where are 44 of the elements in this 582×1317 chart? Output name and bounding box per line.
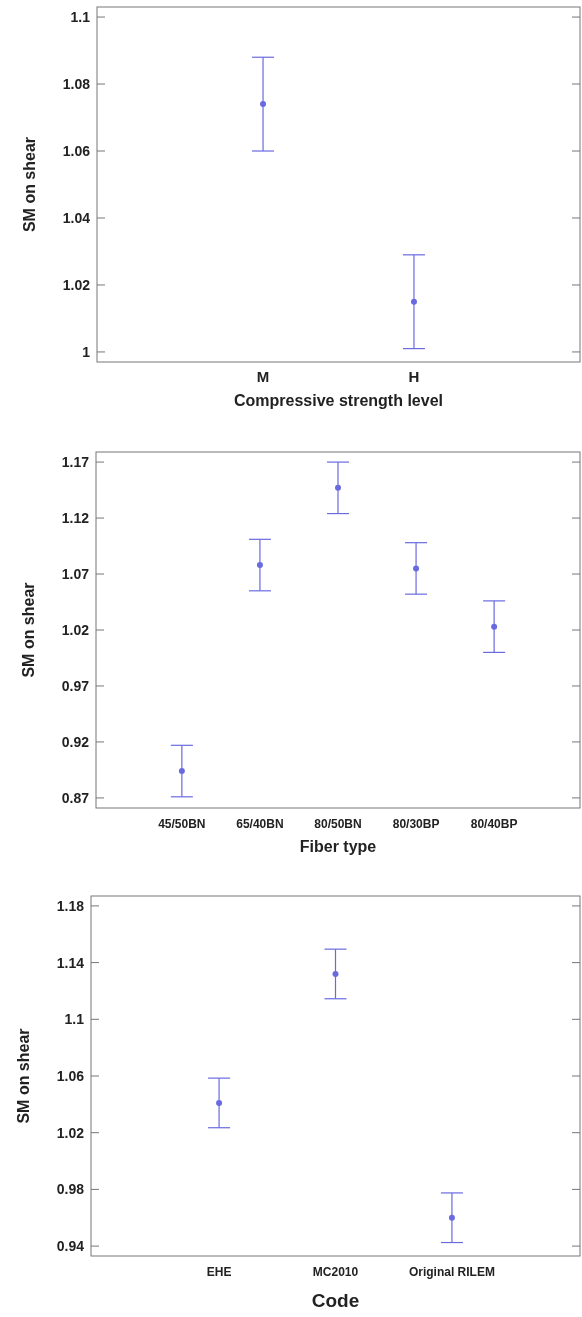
- point: [216, 1099, 223, 1106]
- x-tick-label: 80/30BP: [392, 817, 440, 831]
- y-tick-label: 1.02: [61, 621, 90, 638]
- point: [448, 1214, 455, 1221]
- point: [256, 562, 263, 569]
- x-tick-label: 80/40BP: [470, 817, 518, 831]
- y-tick-label: 0.87: [61, 789, 90, 806]
- y-tick-label: 1.1: [64, 1011, 85, 1028]
- point: [413, 565, 420, 572]
- x-axis-title: Compressive strength level: [234, 392, 443, 409]
- y-tick-label: 1.07: [61, 565, 90, 582]
- x-tick-label: EHE: [206, 1265, 232, 1279]
- point: [335, 484, 341, 491]
- y-tick-label: 1.1: [70, 8, 91, 25]
- y-tick-label: 1.18: [56, 897, 85, 914]
- y-tick-label: 1.14: [56, 954, 85, 971]
- x-axis-title: Fiber type: [299, 838, 377, 855]
- y-tick-label: 1.08: [62, 75, 91, 92]
- point: [332, 970, 339, 977]
- y-axis-title: SM on shear: [21, 136, 38, 233]
- y-tick-label: 0.98: [56, 1181, 85, 1198]
- x-tick-label: 80/50BN: [314, 817, 362, 831]
- y-tick-label: 1.17: [61, 453, 90, 470]
- y-tick-label: 1: [82, 343, 91, 360]
- y-tick-label: 1.02: [56, 1124, 85, 1141]
- x-tick-label: 65/40BN: [236, 817, 284, 831]
- y-tick-label: 1.02: [62, 276, 91, 293]
- y-tick-label: 0.97: [61, 677, 90, 694]
- x-tick-label: H: [408, 368, 420, 385]
- y-tick-label: 0.92: [61, 733, 90, 750]
- y-tick-label: 1.04: [62, 209, 91, 226]
- y-axis-title: SM on shear: [20, 582, 37, 678]
- y-tick-label: 1.06: [56, 1067, 85, 1084]
- x-tick-label: M: [256, 368, 270, 385]
- y-tick-label: 1.06: [62, 142, 91, 159]
- y-tick-label: 0.94: [56, 1237, 85, 1254]
- x-tick-label: MC2010: [312, 1265, 359, 1279]
- y-tick-label: 1.12: [61, 509, 90, 526]
- x-tick-label: Original RILEM: [408, 1265, 495, 1279]
- x-axis-title: Code: [311, 1290, 360, 1311]
- x-tick-label: 45/50BN: [158, 817, 206, 831]
- point: [178, 768, 185, 775]
- point: [491, 623, 498, 630]
- y-axis-title: SM on shear: [15, 1028, 32, 1124]
